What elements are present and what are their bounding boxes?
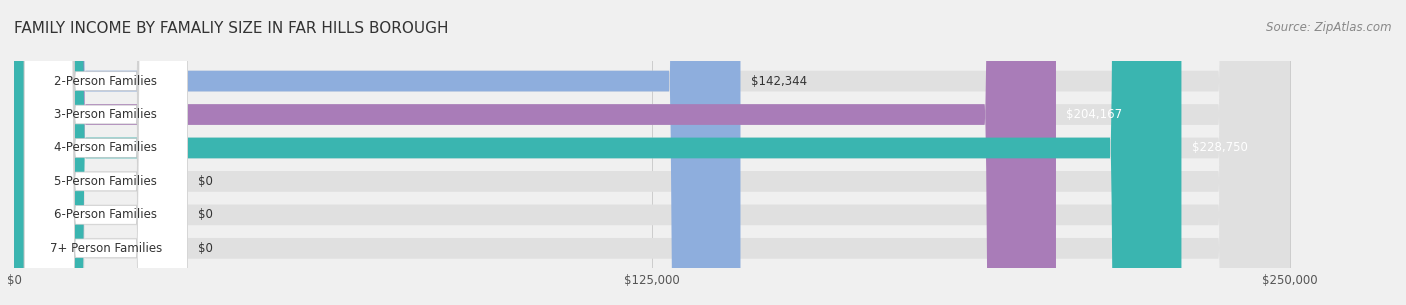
- Text: 7+ Person Families: 7+ Person Families: [49, 242, 162, 255]
- Text: 6-Person Families: 6-Person Families: [55, 208, 157, 221]
- FancyBboxPatch shape: [14, 0, 1289, 305]
- FancyBboxPatch shape: [24, 0, 187, 305]
- FancyBboxPatch shape: [14, 0, 1289, 305]
- FancyBboxPatch shape: [14, 0, 741, 305]
- FancyBboxPatch shape: [24, 0, 187, 305]
- Text: $0: $0: [198, 175, 212, 188]
- Text: 4-Person Families: 4-Person Families: [55, 142, 157, 154]
- FancyBboxPatch shape: [14, 0, 1289, 305]
- Text: 5-Person Families: 5-Person Families: [55, 175, 157, 188]
- FancyBboxPatch shape: [24, 0, 187, 305]
- Text: $0: $0: [198, 242, 212, 255]
- Text: $204,167: $204,167: [1066, 108, 1122, 121]
- Text: 3-Person Families: 3-Person Families: [55, 108, 157, 121]
- FancyBboxPatch shape: [14, 0, 1056, 305]
- Text: $228,750: $228,750: [1192, 142, 1247, 154]
- FancyBboxPatch shape: [14, 0, 1181, 305]
- FancyBboxPatch shape: [14, 0, 1289, 305]
- FancyBboxPatch shape: [24, 0, 187, 305]
- Text: $0: $0: [198, 208, 212, 221]
- FancyBboxPatch shape: [24, 0, 187, 305]
- Text: Source: ZipAtlas.com: Source: ZipAtlas.com: [1267, 21, 1392, 34]
- Text: FAMILY INCOME BY FAMALIY SIZE IN FAR HILLS BOROUGH: FAMILY INCOME BY FAMALIY SIZE IN FAR HIL…: [14, 21, 449, 36]
- FancyBboxPatch shape: [24, 0, 187, 305]
- FancyBboxPatch shape: [14, 0, 1289, 305]
- FancyBboxPatch shape: [14, 0, 1289, 305]
- Text: 2-Person Families: 2-Person Families: [55, 74, 157, 88]
- Text: $142,344: $142,344: [751, 74, 807, 88]
